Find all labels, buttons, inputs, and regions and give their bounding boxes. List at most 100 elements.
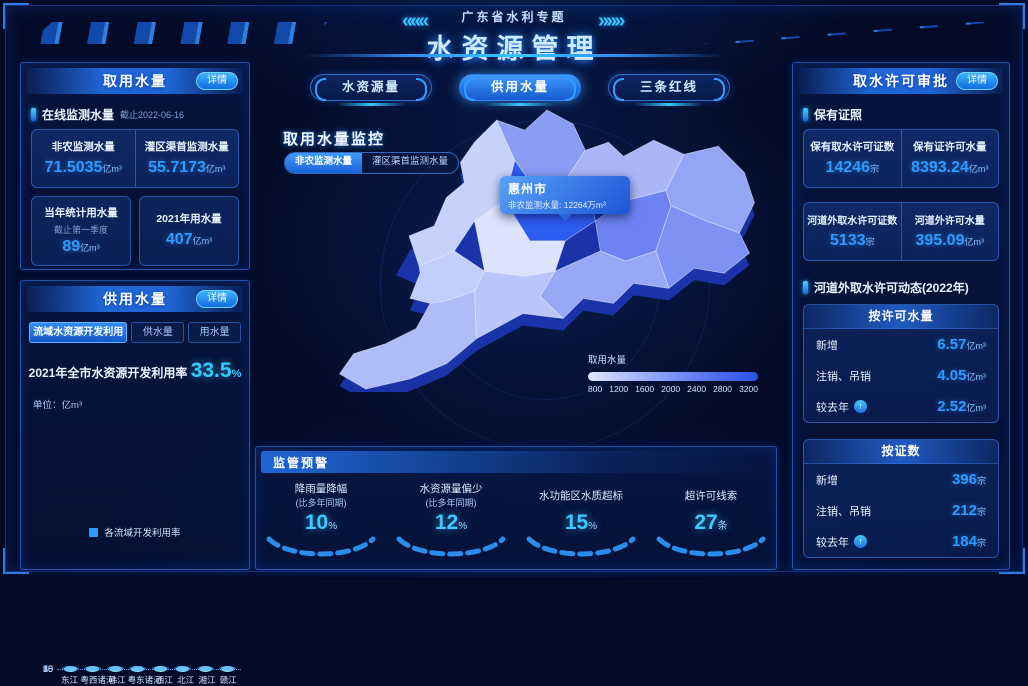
panel-water-intake-header: 取用水量 详情 — [27, 68, 243, 94]
map-regions[interactable] — [339, 109, 755, 390]
held-licenses-section: 保有证照 — [803, 106, 999, 123]
up-arrow-icon: ↑ — [854, 400, 867, 413]
chart-legend: 各流域开发利用率 — [21, 525, 249, 539]
card-unit: 亿m³ — [80, 243, 100, 253]
tab-basin-utilization[interactable]: 流域水资源开发利用 — [29, 322, 128, 343]
box-title: 按许可水量 — [804, 305, 998, 329]
map-section-title: 取用水量监控 — [283, 131, 386, 148]
x-label: 赣江 — [219, 675, 237, 685]
detail-button[interactable]: 详情 — [196, 290, 238, 308]
panel-supply-usage-header: 供用水量 详情 — [27, 286, 243, 312]
stat-license-volume: 保有证许可水量 8393.24亿m³ — [900, 130, 999, 187]
box-title: 按证数 — [804, 440, 998, 464]
stat-riverway-count: 河道外取水许可证数 5133宗 — [807, 216, 898, 249]
row-revoked: 注销、吊销 4.05亿m³ — [816, 367, 986, 384]
legend-swatch-icon — [89, 527, 99, 537]
toggle-canal-head[interactable]: 灌区渠首监测水量 — [372, 156, 449, 167]
card-label: 当年统计用水量 — [44, 207, 118, 219]
permit-dynamics-section: 河道外取水许可动态(2022年) — [803, 279, 999, 296]
toggle-nonagri[interactable]: 非农监测水量 — [285, 153, 363, 173]
usage-cards: 当年统计用水量 截止第一季度 89亿m³ 2021年用水量 407亿m³ — [31, 196, 239, 266]
chevrons-right-icon: »»» — [598, 10, 625, 32]
card-value: 89 — [62, 238, 81, 255]
chart-unit-note: 单位：亿m³ — [33, 400, 83, 411]
stat-canal-head: 灌区渠首监测水量 55.7173亿m³ — [134, 130, 239, 187]
gauge-arc-icon — [396, 536, 506, 557]
x-label: 粤西诸河 — [80, 675, 115, 685]
warning-items: 降雨量降幅 (比多年同期) 10% 水资源量偏少 (比多年同期) 12% 水功能区水… — [256, 481, 776, 564]
section-bullet-icon — [803, 281, 808, 294]
stat-unit: 亿m³ — [205, 164, 226, 174]
up-arrow-icon: ↑ — [854, 535, 867, 548]
section-label: 保有证照 — [814, 108, 863, 122]
headline-unit: % — [231, 368, 242, 380]
x-label: 湘江 — [198, 675, 216, 685]
warning-item-quality-exceed: 水功能区水质超标 15% — [516, 481, 646, 564]
utilization-headline: 2021年全市水资源开发利用率 33.5% — [21, 359, 249, 383]
stat-value: 55.7173 — [148, 159, 206, 176]
stat-unit: 亿m³ — [102, 164, 122, 174]
header-underline — [304, 54, 724, 57]
stat-license-count: 保有取水许可证数 14246宗 — [810, 141, 895, 176]
map-color-legend: 取用水量 800 1200 1600 2000 2400 2800 3200 — [588, 352, 758, 394]
stat-label: 灌区渠首监测水量 — [144, 141, 229, 153]
gauge-arc-icon — [266, 536, 376, 557]
panel-title: 取水许可审批 — [853, 73, 949, 89]
panel-supply-usage: 供用水量 详情 流域水资源开发利用 供水量 用水量 2021年全市水资源开发利用… — [20, 280, 250, 685]
map-metric-toggles: 非农监测水量 灌区渠首监测水量 — [284, 152, 460, 174]
row-vs-last-year: 较去年 ↑ 2.52亿m³ — [816, 398, 986, 415]
tooltip-city: 惠州市 — [508, 182, 548, 196]
box-by-license-count: 按证数 新增 396宗 注销、吊销 212宗 较去年 ↑ 184宗 — [803, 439, 999, 558]
detail-button[interactable]: 详情 — [196, 72, 238, 90]
warning-item-over-permit: 超许可线索 27条 — [646, 481, 776, 564]
row-vs-last-year: 较去年 ↑ 184宗 — [816, 533, 986, 550]
y-tick: 0 — [47, 664, 53, 674]
tab-label: 水资源量 — [341, 80, 400, 94]
stat-riverway-volume: 河道外许可水量 395.09亿m³ — [900, 203, 999, 260]
header-decor-left — [28, 22, 328, 44]
box-by-permit-volume: 按许可水量 新增 6.57亿m³ 注销、吊销 4.05亿m³ 较去年 ↑ 2.52… — [803, 304, 999, 423]
x-label: 粤东诸河 — [127, 675, 162, 685]
section-asof: 截止2022-06-16 — [120, 110, 185, 120]
card-label: 2021年用水量 — [156, 213, 222, 225]
choropleth-map-svg[interactable] — [322, 100, 768, 402]
row-new: 新增 396宗 — [816, 471, 986, 488]
header-subtitle: 广东省水利专题 — [461, 10, 567, 24]
x-label: 东江 — [61, 675, 79, 685]
card-2021-usage: 2021年用水量 407亿m³ — [139, 196, 239, 266]
tab-supply-volume[interactable]: 供水量 — [131, 322, 185, 343]
section-bullet-icon — [803, 108, 808, 121]
detail-button[interactable]: 详情 — [956, 72, 998, 90]
headline-value: 33.5 — [190, 359, 232, 382]
panel-permit-approval: 取水许可审批 详情 保有证照 保有取水许可证数 14246宗 保有证许可水量 8… — [792, 62, 1010, 570]
guangdong-map[interactable]: 惠州市 非农监测水量: 12264万m³ — [322, 100, 768, 402]
tooltip-metric: 非农监测水量: 12264万m³ — [508, 200, 606, 210]
headline-label: 2021年全市水资源开发利用率 — [28, 366, 188, 380]
panel-permit-header: 取水许可审批 详情 — [799, 68, 1003, 94]
card-sub: 截止第一季度 — [53, 225, 108, 235]
map-legend-ticks: 800 1200 1600 2000 2400 2800 3200 — [588, 384, 758, 394]
section-label: 河道外取水许可动态(2022年) — [814, 281, 969, 295]
x-axis-labels: 东江 粤西诸河 韩江 粤东诸河 西江 北江 湘江 赣江 — [59, 674, 239, 686]
tab-three-red-lines[interactable]: 三条红线 — [608, 74, 730, 106]
section-label: 在线监测水量 — [42, 108, 115, 122]
warning-panel-header: 监管预警 — [261, 451, 771, 473]
panel-supervision-warning: 监管预警 降雨量降幅 (比多年同期) 10% 水资源量偏少 (比多年同期) 12% … — [255, 446, 777, 570]
map-legend-label: 取用水量 — [588, 355, 627, 366]
warning-title: 监管预警 — [273, 455, 330, 470]
x-label: 北江 — [177, 675, 195, 685]
tab-label: 供用水量 — [490, 80, 549, 94]
legend-label: 各流域开发利用率 — [104, 528, 181, 539]
stat-value: 71.5035 — [44, 159, 103, 176]
card-unit: 亿m³ — [192, 236, 213, 246]
panel-title: 取用水量 — [103, 73, 167, 89]
riverway-license-stats: 河道外取水许可证数 5133宗 河道外许可水量 395.09亿m³ — [803, 202, 999, 261]
header: ««« »»» 广东省水利专题 水资源管理 — [0, 0, 1028, 64]
tab-usage-volume[interactable]: 用水量 — [188, 322, 241, 343]
stat-nonagri: 非农监测水量 71.5035亿m³ — [32, 130, 135, 187]
tab-water-resources[interactable]: 水资源量 — [310, 74, 432, 106]
map-tooltip-huizhou[interactable]: 惠州市 非农监测水量: 12264万m³ — [500, 176, 630, 221]
x-label: 韩江 — [108, 675, 126, 685]
tab-supply-usage[interactable]: 供用水量 — [459, 74, 581, 106]
x-label: 西江 — [155, 675, 173, 685]
